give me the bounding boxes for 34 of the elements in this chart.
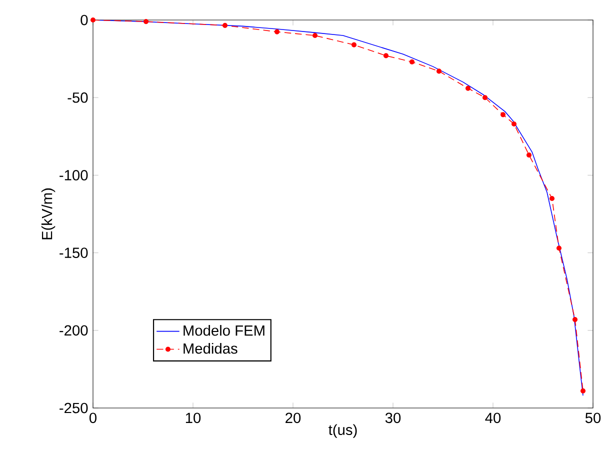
point: [312, 32, 318, 38]
y-axis-title: E(kV/m): [41, 188, 56, 240]
legend-label: Modelo FEM: [184, 324, 264, 336]
point: [436, 68, 442, 74]
point: [549, 196, 555, 202]
y-tick-label: 0: [80, 14, 88, 26]
y-tick-label: -100: [60, 170, 88, 180]
x-tick-label: 50: [585, 412, 601, 424]
legend-label: Medidas: [184, 342, 238, 354]
point: [500, 112, 506, 118]
point: [351, 42, 357, 48]
point: [274, 29, 280, 34]
point: [409, 59, 415, 64]
x-tick-label: 20: [286, 412, 301, 424]
point: [90, 17, 96, 23]
y-tick-label: -150: [60, 248, 88, 258]
x-tick-label: 30: [385, 412, 401, 424]
x-tick-label: 10: [186, 412, 201, 424]
point: [465, 86, 471, 91]
point: [143, 19, 149, 24]
point: [526, 152, 532, 158]
point: [572, 317, 578, 322]
point: [580, 388, 586, 394]
x-tick-label: 40: [485, 412, 501, 424]
point: [511, 121, 517, 127]
y-tick-label: -50: [68, 92, 88, 103]
x-tick-label: 0: [89, 412, 96, 424]
point: [482, 95, 488, 100]
y-tick-label: -200: [60, 325, 88, 336]
point: [222, 22, 228, 28]
point: [556, 246, 562, 251]
point: [383, 53, 389, 58]
y-tick-label: -250: [60, 402, 88, 414]
x-axis-title: t(us): [328, 424, 357, 438]
